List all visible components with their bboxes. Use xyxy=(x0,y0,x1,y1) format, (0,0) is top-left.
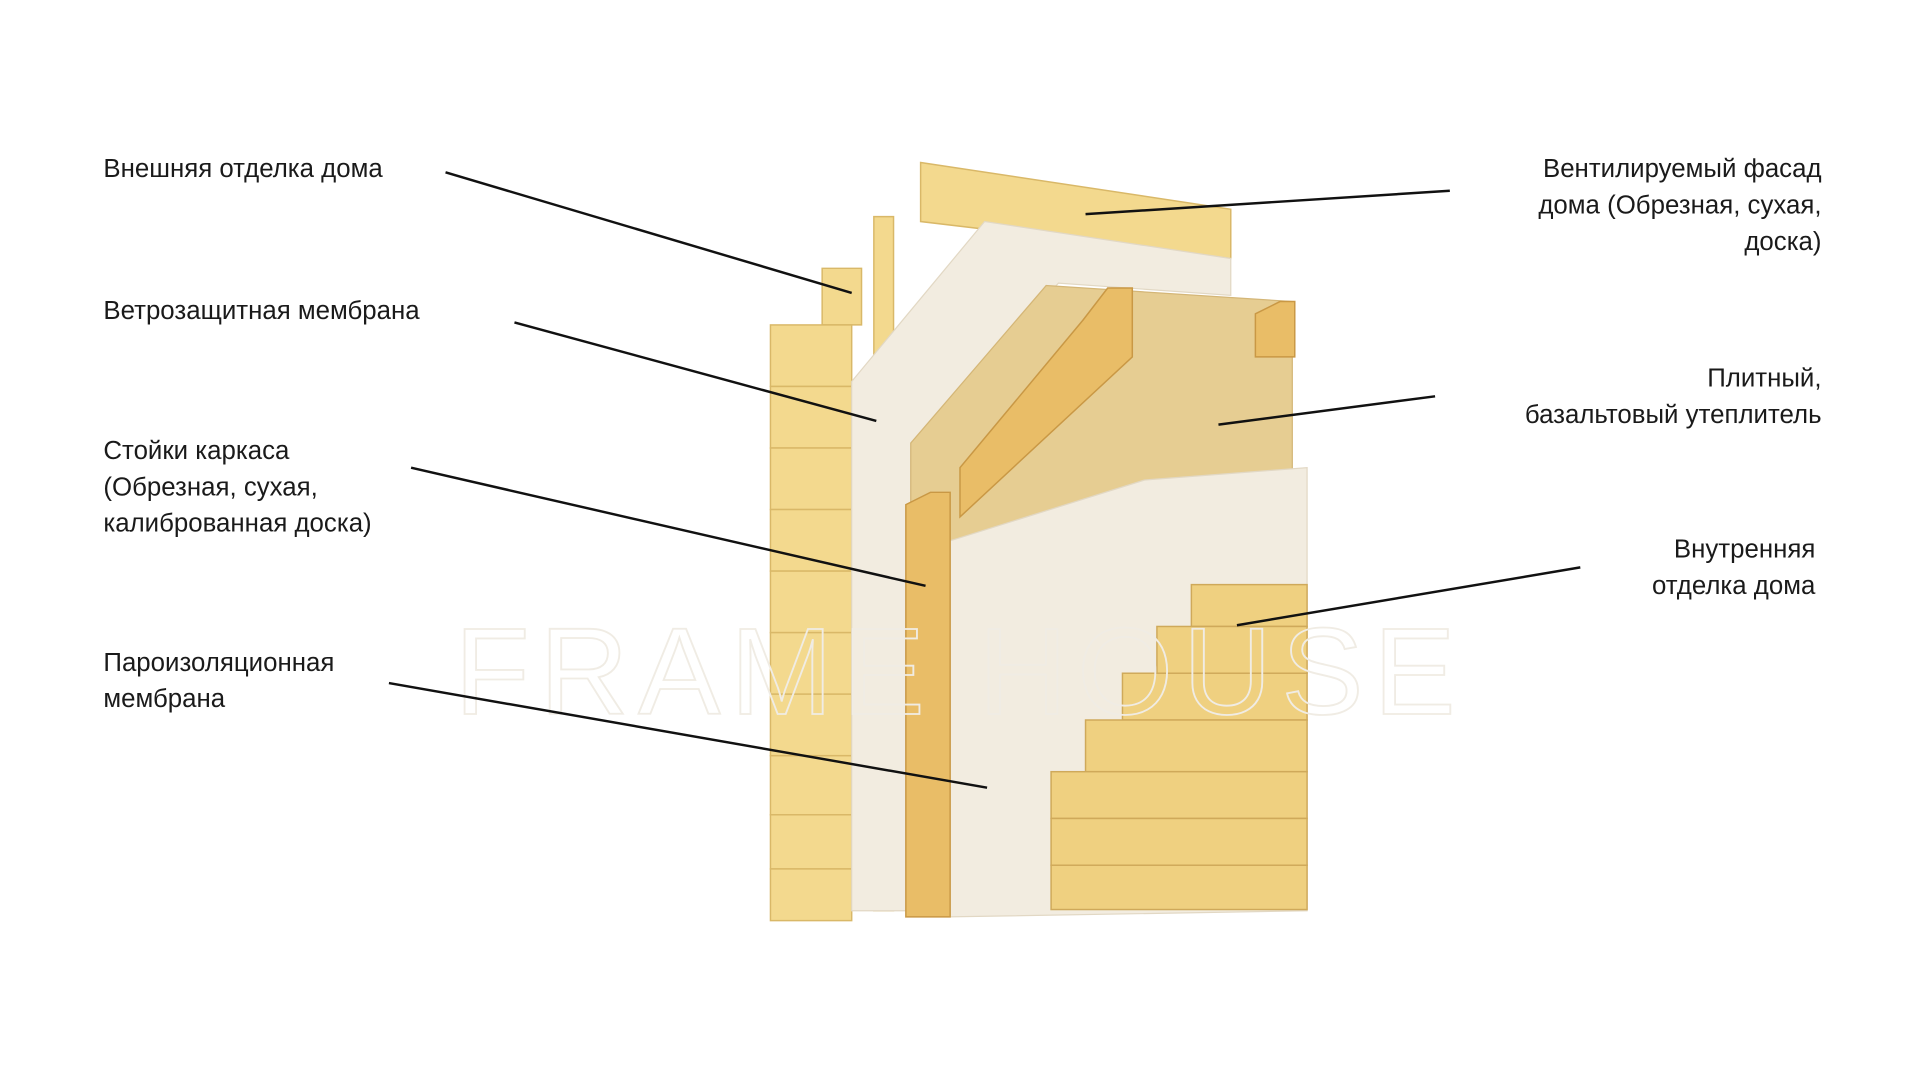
board-end xyxy=(821,267,863,326)
layer-label: Ветрозащитная мембрана xyxy=(103,297,420,325)
leader-line xyxy=(1085,189,1450,216)
wind-membrane xyxy=(851,220,1232,912)
leader-line xyxy=(1236,566,1581,627)
leader-line xyxy=(1218,395,1436,426)
labels: Внешняя отделка дома Ветрозащитная мембра… xyxy=(103,155,1821,713)
layer-label: доска) xyxy=(1744,228,1821,256)
layer-label: дома (Обрезная, сухая, xyxy=(1538,192,1821,220)
layer-label: (Обрезная, сухая, xyxy=(103,473,317,501)
leader-line xyxy=(514,321,877,423)
layer-label: Плитный, xyxy=(1707,364,1821,392)
inner-siding xyxy=(1050,583,1308,911)
layer-label: Стойки каркаса xyxy=(103,437,290,465)
top-stud xyxy=(1254,300,1296,358)
layer-label: базальтовый утеплитель xyxy=(1525,401,1822,429)
leader-line xyxy=(388,681,988,789)
layer-label: Вентилируемый фасад xyxy=(1543,155,1822,183)
leaders xyxy=(388,171,1581,789)
outer-siding xyxy=(769,324,853,922)
layer-label: мембрана xyxy=(103,685,225,713)
layer-label: отделка дома xyxy=(1652,572,1816,600)
leader-line xyxy=(445,171,853,295)
diagonal-stud xyxy=(959,287,1134,519)
layer-label: Внешняя отделка дома xyxy=(103,155,383,183)
wall-illustration: FRAME HOUSE xyxy=(454,161,1466,922)
layer-label: калиброванная доска) xyxy=(103,510,371,538)
leader-line xyxy=(410,466,926,588)
layer-label: Внутренняя xyxy=(1674,536,1815,564)
watermark: FRAME HOUSE xyxy=(455,604,1466,741)
layer-label: Пароизоляционная xyxy=(103,649,334,677)
frame-stud xyxy=(905,491,951,918)
